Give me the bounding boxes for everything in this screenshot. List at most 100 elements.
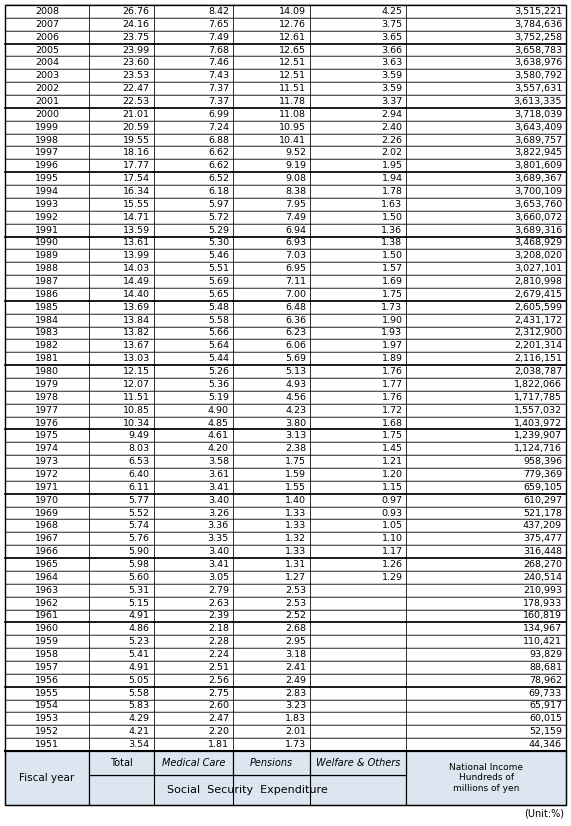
Bar [310,288,407,301]
Text: 3,784,636: 3,784,636 [514,20,562,29]
Bar [310,520,407,532]
Bar [154,404,233,416]
Bar [89,5,154,18]
Text: 5.48: 5.48 [208,303,229,311]
Text: Pensions: Pensions [250,758,293,768]
Text: 1976: 1976 [35,419,59,428]
Text: 24.16: 24.16 [123,20,150,29]
Text: 1974: 1974 [35,444,59,453]
Bar [5,442,89,455]
Bar [407,430,566,442]
Text: 11.08: 11.08 [279,110,306,119]
Bar [5,378,89,391]
Bar [5,416,89,430]
Bar [5,224,89,236]
Bar [154,224,233,236]
Bar [407,249,566,262]
Bar [154,494,233,506]
Text: 5.66: 5.66 [208,329,229,338]
Text: 2.20: 2.20 [208,727,229,736]
Bar [310,326,407,339]
Text: 610,297: 610,297 [523,496,562,505]
Text: 3.35: 3.35 [208,534,229,544]
Text: 60,015: 60,015 [529,714,562,724]
Text: 6.95: 6.95 [286,264,306,273]
Text: 8.38: 8.38 [285,187,306,196]
Text: 1968: 1968 [35,521,59,530]
Text: 1.21: 1.21 [381,457,403,466]
Bar [89,751,154,775]
Text: 10.95: 10.95 [279,123,306,131]
Bar [407,236,566,249]
Bar [233,571,310,584]
Text: 3,643,409: 3,643,409 [514,123,562,131]
Text: 1.69: 1.69 [381,277,403,286]
Text: 1957: 1957 [35,663,59,672]
Text: 14.09: 14.09 [279,7,306,16]
Text: 1,557,032: 1,557,032 [514,406,562,415]
Text: 8.42: 8.42 [208,7,229,16]
Text: 1966: 1966 [35,547,59,556]
Bar [154,365,233,378]
Text: 7.00: 7.00 [286,290,306,299]
Bar [89,532,154,545]
Bar [89,185,154,198]
Bar [310,211,407,224]
Text: 2.24: 2.24 [208,650,229,659]
Bar [310,571,407,584]
Bar [233,18,310,31]
Text: 12.76: 12.76 [279,20,306,29]
Text: Total: Total [110,758,133,768]
Text: 3.40: 3.40 [208,547,229,556]
Bar [154,108,233,121]
Bar [310,700,407,712]
Bar [89,520,154,532]
Text: 1962: 1962 [35,599,59,608]
Text: 110,421: 110,421 [523,637,562,646]
Text: 1.50: 1.50 [381,213,403,221]
Bar [310,481,407,494]
Text: 1.75: 1.75 [381,431,403,440]
Text: 4.21: 4.21 [128,727,150,736]
Text: 1971: 1971 [35,483,59,491]
Bar [310,674,407,686]
Bar [233,391,310,404]
Text: 23.53: 23.53 [122,71,150,80]
Bar [233,610,310,622]
Text: 3,752,258: 3,752,258 [514,33,562,41]
Bar [407,558,566,571]
Text: 1982: 1982 [35,341,59,350]
Bar [233,468,310,481]
Text: 6.18: 6.18 [208,187,229,196]
Bar [310,725,407,738]
Bar [89,571,154,584]
Bar [89,686,154,700]
Bar [310,738,407,751]
Text: 1983: 1983 [35,329,59,338]
Bar [310,314,407,326]
Text: 5.26: 5.26 [208,367,229,376]
Bar [154,532,233,545]
Bar [233,520,310,532]
Bar [233,146,310,159]
Text: 5.65: 5.65 [208,290,229,299]
Bar [233,506,310,520]
Text: 6.99: 6.99 [208,110,229,119]
Bar [310,5,407,18]
Text: 1969: 1969 [35,509,59,518]
Bar [407,44,566,56]
Text: 5.52: 5.52 [128,509,150,518]
Text: 3.26: 3.26 [208,509,229,518]
Bar [5,134,89,146]
Text: 10.85: 10.85 [123,406,150,415]
Bar [89,584,154,596]
Bar [407,404,566,416]
Text: 659,105: 659,105 [523,483,562,491]
Bar [154,751,233,775]
Text: 1.17: 1.17 [381,547,403,556]
Bar [154,430,233,442]
Text: 1.32: 1.32 [285,534,306,544]
Text: 1.31: 1.31 [285,560,306,569]
Text: 1991: 1991 [35,225,59,235]
Bar [233,198,310,211]
